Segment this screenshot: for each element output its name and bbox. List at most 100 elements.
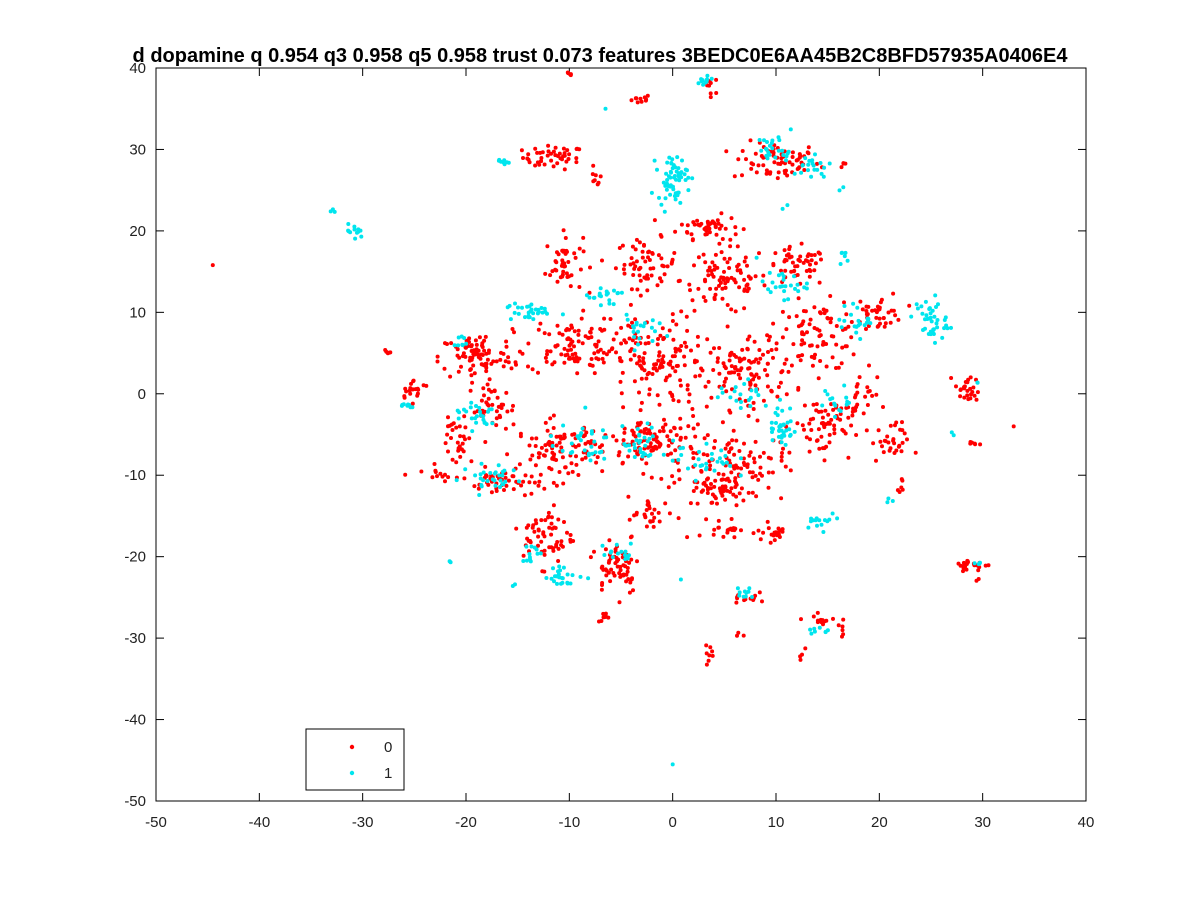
- point-series-0: [568, 533, 573, 537]
- point-series-0: [712, 297, 717, 302]
- point-series-0: [424, 383, 429, 388]
- point-series-1: [408, 405, 413, 410]
- point-series-0: [733, 476, 738, 481]
- point-series-0: [644, 524, 649, 529]
- point-series-0: [792, 268, 797, 273]
- point-series-0: [820, 415, 825, 420]
- point-series-0: [779, 458, 784, 463]
- point-series-0: [878, 300, 883, 305]
- point-series-0: [536, 370, 540, 375]
- point-series-0: [674, 322, 679, 327]
- point-series-0: [638, 96, 643, 101]
- point-series-0: [796, 387, 801, 392]
- point-series-0: [568, 284, 573, 289]
- point-series-0: [483, 440, 488, 444]
- point-series-1: [780, 206, 785, 211]
- point-series-0: [849, 423, 854, 428]
- point-series-1: [935, 325, 940, 330]
- point-series-0: [701, 452, 706, 457]
- point-series-1: [469, 416, 474, 421]
- point-series-0: [823, 408, 828, 413]
- point-series-0: [780, 309, 785, 314]
- point-series-0: [691, 489, 696, 493]
- point-series-1: [778, 397, 782, 402]
- point-series-0: [560, 157, 564, 162]
- point-series-0: [780, 369, 785, 374]
- point-series-0: [780, 451, 784, 455]
- point-series-0: [712, 346, 716, 351]
- point-series-1: [493, 483, 498, 488]
- point-series-1: [623, 557, 628, 562]
- point-series-0: [742, 277, 747, 282]
- point-series-0: [768, 170, 773, 175]
- point-series-0: [685, 387, 690, 392]
- point-series-0: [697, 373, 702, 378]
- point-series-0: [631, 273, 636, 277]
- point-series-1: [659, 202, 664, 207]
- point-series-1: [670, 762, 675, 767]
- point-series-0: [772, 538, 777, 543]
- point-series-0: [613, 266, 618, 271]
- point-series-0: [511, 403, 515, 408]
- point-series-0: [713, 252, 718, 257]
- point-series-0: [430, 475, 435, 480]
- point-series-1: [665, 178, 670, 182]
- point-series-0: [790, 155, 795, 159]
- point-series-0: [501, 351, 506, 356]
- point-series-0: [691, 456, 696, 461]
- point-series-1: [583, 405, 588, 410]
- point-series-0: [588, 555, 593, 560]
- point-series-0: [729, 216, 734, 221]
- point-series-0: [503, 475, 508, 480]
- point-series-0: [563, 251, 568, 256]
- point-series-0: [647, 428, 652, 433]
- point-series-1: [766, 150, 771, 155]
- point-series-0: [728, 244, 733, 249]
- point-series-0: [740, 149, 745, 153]
- point-series-1: [568, 451, 573, 455]
- point-series-0: [627, 560, 632, 565]
- point-series-0: [647, 387, 652, 392]
- point-series-1: [527, 304, 532, 309]
- point-series-1: [782, 298, 787, 303]
- point-series-0: [629, 256, 634, 261]
- point-series-1: [560, 448, 565, 453]
- point-series-0: [974, 397, 979, 402]
- point-series-0: [556, 546, 561, 551]
- point-series-0: [576, 339, 581, 344]
- point-series-0: [892, 441, 897, 446]
- point-series-0: [754, 357, 759, 362]
- point-series-0: [537, 479, 542, 484]
- point-series-0: [723, 497, 728, 502]
- point-series-1: [676, 166, 681, 171]
- point-series-1: [513, 582, 517, 587]
- point-series-0: [782, 361, 787, 366]
- point-series-1: [858, 337, 863, 341]
- point-series-0: [765, 361, 770, 366]
- point-series-0: [775, 176, 780, 181]
- point-series-0: [689, 232, 694, 237]
- point-series-0: [604, 614, 609, 619]
- point-series-0: [961, 560, 966, 565]
- point-series-0: [801, 332, 806, 337]
- point-series-0: [831, 407, 836, 412]
- point-series-1: [506, 160, 511, 165]
- point-series-0: [534, 436, 539, 441]
- x-tick-label: -50: [145, 814, 167, 831]
- point-series-1: [479, 461, 484, 466]
- point-series-0: [717, 241, 722, 246]
- point-series-0: [789, 363, 794, 368]
- point-series-0: [622, 271, 627, 276]
- point-series-0: [574, 156, 579, 161]
- point-series-0: [882, 324, 887, 329]
- point-series-0: [801, 319, 806, 324]
- point-series-0: [739, 486, 744, 491]
- point-series-1: [500, 469, 505, 474]
- point-series-0: [647, 370, 651, 375]
- point-series-0: [566, 348, 570, 353]
- point-series-1: [700, 78, 705, 83]
- point-series-1: [737, 590, 742, 595]
- point-series-0: [634, 259, 639, 264]
- point-series-1: [500, 482, 505, 487]
- point-series-1: [498, 478, 503, 483]
